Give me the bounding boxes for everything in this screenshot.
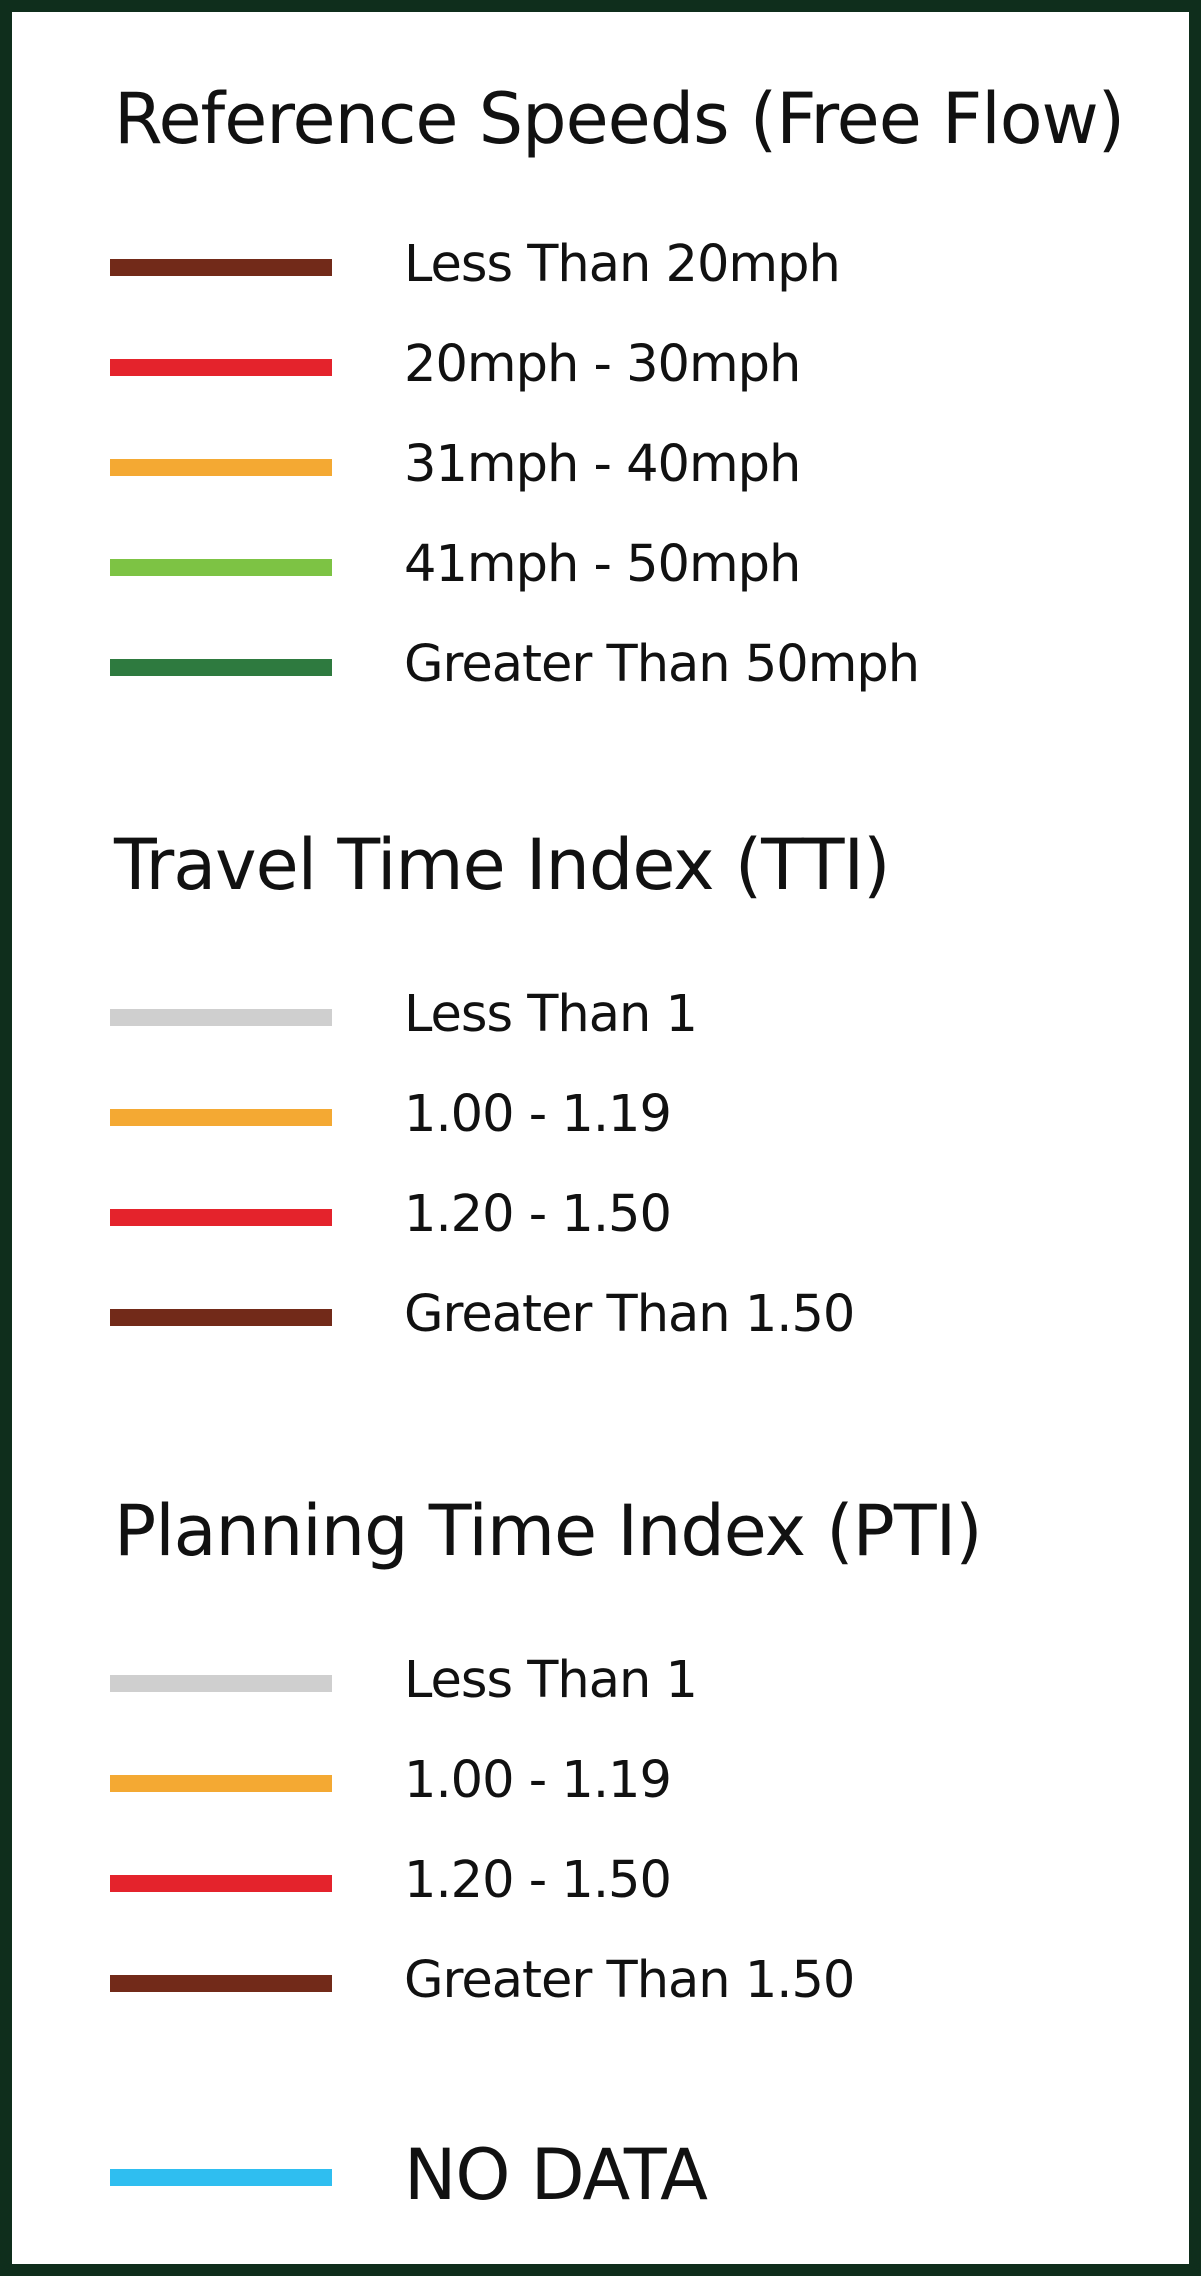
legend-label: Greater Than 1.50 (404, 1285, 855, 1344)
legend-label: Greater Than 1.50 (404, 1951, 855, 2010)
no-data-item: NO DATA (110, 2134, 1110, 2216)
legend-label: Less Than 1 (404, 1651, 698, 1710)
no-data-label: NO DATA (404, 2134, 708, 2216)
legend-swatch (110, 1675, 332, 1692)
legend-swatch (110, 559, 332, 576)
reference-speeds-title: Reference Speeds (Free Flow) (114, 78, 1125, 160)
legend-label: Less Than 20mph (404, 235, 841, 294)
legend-label: Less Than 1 (404, 985, 698, 1044)
legend-item: 41mph - 50mph (110, 535, 1110, 595)
legend-item: 1.20 - 1.50 (110, 1185, 1110, 1245)
legend-label: 31mph - 40mph (404, 435, 801, 494)
legend-label: 1.00 - 1.19 (404, 1085, 672, 1144)
legend-swatch (110, 459, 332, 476)
legend-item: Greater Than 50mph (110, 635, 1110, 695)
travel-time-index-title: Travel Time Index (TTI) (114, 824, 890, 906)
legend-item: Greater Than 1.50 (110, 1285, 1110, 1345)
legend-item: 31mph - 40mph (110, 435, 1110, 495)
legend-swatch (110, 1975, 332, 1992)
legend-swatch (110, 1209, 332, 1226)
legend-swatch (110, 1009, 332, 1026)
legend-label: 1.20 - 1.50 (404, 1185, 672, 1244)
legend-item: 1.20 - 1.50 (110, 1851, 1110, 1911)
legend-item: Greater Than 1.50 (110, 1951, 1110, 2011)
legend-label: 1.00 - 1.19 (404, 1751, 672, 1810)
planning-time-index-title: Planning Time Index (PTI) (114, 1490, 983, 1572)
legend-swatch (110, 659, 332, 676)
legend-label: Greater Than 50mph (404, 635, 920, 694)
legend-swatch (110, 1109, 332, 1126)
legend-label: 41mph - 50mph (404, 535, 801, 594)
legend-swatch (110, 259, 332, 276)
no-data-swatch (110, 2169, 332, 2186)
legend-label: 1.20 - 1.50 (404, 1851, 672, 1910)
legend-swatch (110, 1775, 332, 1792)
legend-label: 20mph - 30mph (404, 335, 801, 394)
legend-swatch (110, 1875, 332, 1892)
legend-swatch (110, 359, 332, 376)
legend-item: 1.00 - 1.19 (110, 1751, 1110, 1811)
legend-item: Less Than 20mph (110, 235, 1110, 295)
legend-item: 20mph - 30mph (110, 335, 1110, 395)
legend-item: 1.00 - 1.19 (110, 1085, 1110, 1145)
legend-swatch (110, 1309, 332, 1326)
legend-item: Less Than 1 (110, 985, 1110, 1045)
legend-item: Less Than 1 (110, 1651, 1110, 1711)
